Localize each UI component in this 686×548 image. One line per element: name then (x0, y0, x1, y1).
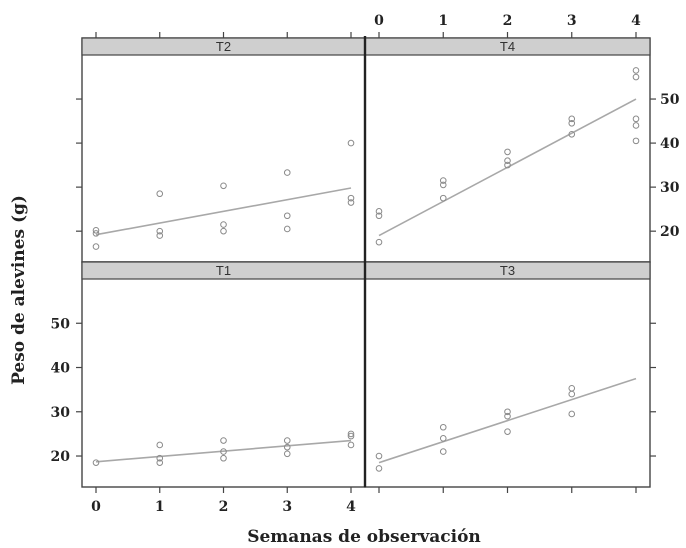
panel-t2: T2 (81, 37, 366, 263)
data-point (156, 190, 164, 198)
data-point (220, 227, 227, 235)
data-point (632, 73, 640, 81)
data-point (439, 177, 447, 184)
data-point (568, 390, 576, 398)
data-point (568, 410, 576, 418)
tick-label: 0 (91, 499, 101, 515)
tick-label: 50 (51, 316, 71, 332)
data-point (439, 435, 447, 442)
fit-line (95, 187, 352, 236)
panel-t3: T3 (364, 261, 651, 488)
data-point (156, 441, 164, 449)
data-point (156, 232, 164, 239)
data-point (439, 448, 447, 455)
data-point (347, 441, 355, 449)
tick-label: 3 (567, 13, 577, 29)
data-point (156, 459, 164, 466)
tick-label: 4 (346, 499, 356, 515)
x-axis-title: Semanas de observación (247, 527, 481, 547)
data-point (568, 119, 576, 127)
data-point (504, 428, 511, 435)
panel-strip-label: T3 (500, 263, 515, 278)
data-point (632, 122, 640, 129)
data-point (632, 137, 640, 145)
data-point (283, 437, 291, 444)
data-point (632, 115, 640, 123)
tick-label: 30 (51, 405, 71, 421)
data-point (220, 182, 227, 190)
data-point (156, 227, 164, 235)
data-point (504, 161, 511, 169)
data-point (283, 212, 291, 220)
tick-label: 20 (660, 224, 680, 240)
tick-label: 0 (374, 13, 384, 29)
data-point (375, 465, 383, 472)
data-point (220, 448, 227, 455)
tick-label: 2 (503, 13, 513, 29)
panel-frame (81, 261, 366, 488)
data-point (283, 225, 291, 233)
tick-label: 1 (155, 499, 165, 515)
data-point (439, 194, 447, 202)
data-point (92, 230, 100, 237)
panel-frame (364, 37, 651, 263)
data-point (92, 226, 100, 234)
tick-label: 50 (660, 92, 680, 108)
data-point (504, 148, 511, 156)
data-point (375, 212, 383, 220)
data-point (92, 459, 100, 466)
data-point (347, 199, 355, 206)
data-point (92, 243, 100, 250)
data-point (347, 430, 355, 438)
data-point (568, 130, 576, 138)
data-point (283, 450, 291, 458)
tick-label: 40 (660, 136, 680, 152)
data-point (504, 412, 511, 420)
data-point (504, 408, 511, 416)
data-point (568, 385, 576, 392)
data-point (439, 181, 447, 189)
tick-label: 30 (660, 180, 680, 196)
panel-strip-label: T1 (216, 263, 231, 278)
data-point (375, 208, 383, 215)
data-point (156, 454, 164, 462)
tick-label: 1 (438, 13, 448, 29)
tick-label: 40 (51, 361, 71, 377)
panel-t1: T1 (81, 261, 366, 488)
tick-label: 20 (51, 449, 71, 465)
data-point (504, 157, 511, 165)
panel-strip-label: T4 (500, 39, 515, 54)
data-point (347, 432, 355, 440)
data-point (439, 423, 447, 431)
data-point (347, 194, 355, 202)
panel-strip-label: T2 (216, 39, 231, 54)
data-point (283, 169, 291, 176)
tick-label: 4 (631, 13, 641, 29)
data-point (220, 437, 227, 444)
axes-layer: 0 0 1 1 2 2 3 3 4 4 20 20 30 30 40 40 50 50 (51, 13, 680, 515)
panel-t4: T4 (364, 37, 651, 263)
data-point (375, 452, 383, 460)
data-point (632, 67, 640, 74)
fit-line (378, 377, 637, 464)
tick-label: 2 (219, 499, 229, 515)
data-point (347, 139, 355, 147)
data-point (220, 454, 227, 462)
data-point (375, 238, 383, 246)
y-axis-title: Peso de alevines (g) (9, 195, 29, 385)
fit-line (95, 439, 352, 463)
data-point (220, 221, 227, 228)
fit-line (378, 98, 637, 237)
data-point (283, 443, 291, 451)
tick-label: 3 (282, 499, 292, 515)
data-point (568, 115, 576, 123)
